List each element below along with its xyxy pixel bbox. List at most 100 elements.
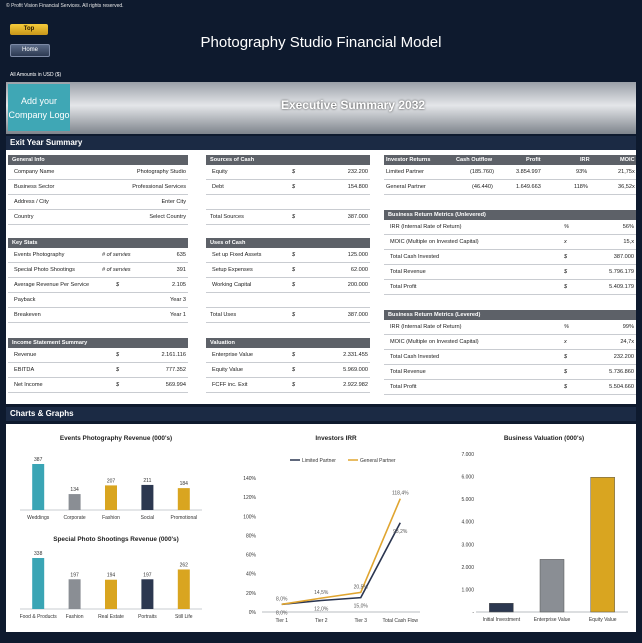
row-unit: $ (292, 252, 296, 258)
row-value: 5.736.860 (609, 369, 634, 375)
events-revenue-chart-title: Events Photography Revenue (000's) (59, 435, 173, 442)
general-info-title: General Info (8, 155, 188, 165)
y-tick-label: 3.000 (461, 542, 474, 548)
row-unit: $ (564, 254, 568, 260)
table-row: FCFF inc. Exit $2.922.982 (206, 378, 370, 393)
category-label: Initial Investment (483, 617, 521, 623)
series-line (281, 498, 401, 606)
y-tick-label: 5.000 (461, 497, 474, 503)
table-total-row: Total Sources $387.000 (206, 209, 370, 225)
data-label: 8,0% (276, 596, 288, 602)
row-label: Company Name (14, 169, 55, 175)
copyright-text: © Profit Vision Financial Services. All … (6, 3, 124, 9)
cash-outflow: (185.760) (470, 169, 494, 175)
row-label: Total Revenue (390, 369, 426, 375)
row-label: FCFF inc. Exit (212, 382, 248, 388)
row-value: 777.352 (165, 367, 186, 373)
table-row: MOIC (Multiple on Invested Capital) x 15,x (384, 235, 636, 250)
data-label: 12,0% (314, 607, 329, 613)
row-value: Select Country (149, 214, 186, 220)
row-unit: $ (564, 369, 568, 375)
y-tick-label: 60% (246, 553, 257, 559)
col-header-cash-outflow: Cash Outflow (456, 157, 493, 163)
bar (141, 484, 154, 510)
category-label: Portraits (138, 614, 157, 620)
data-label: 387 (34, 457, 43, 463)
row-label: Total Cash Invested (390, 354, 440, 360)
category-label: Still Life (175, 614, 193, 620)
series-line (281, 522, 401, 606)
row-unit: % (564, 224, 569, 230)
row-value: 5.409.179 (609, 284, 634, 290)
category-label: Equity Value (589, 617, 617, 623)
data-label: 134 (70, 487, 79, 493)
row-label: MOIC (Multiple on Invested Capital) (390, 339, 479, 345)
logo-line-2: Company Logo (8, 109, 70, 120)
executive-summary-title: Executive Summary 2032 (280, 98, 426, 112)
row-label: Payback (14, 297, 36, 303)
uses-of-cash-title: Uses of Cash (206, 238, 370, 248)
row-unit: x (564, 339, 567, 345)
company-logo-placeholder[interactable]: Add your Company Logo (8, 84, 70, 131)
irr: 93% (576, 169, 588, 175)
data-label: 20,5% (354, 584, 369, 590)
row-label: Working Capital (212, 282, 252, 288)
data-label: 118,4% (392, 491, 409, 497)
data-label: 197 (70, 572, 79, 578)
row-unit: x (564, 239, 567, 245)
bar (177, 569, 190, 609)
y-tick-label: - (472, 610, 474, 616)
row-label: Total Profit (390, 384, 417, 390)
row-value: 154.800 (347, 184, 368, 190)
row-value: 387.000 (347, 312, 368, 318)
row-unit: % (564, 324, 569, 330)
sources-of-cash-title: Sources of Cash (206, 155, 370, 165)
row-value: 56% (622, 224, 634, 230)
top-button[interactable]: Top (10, 24, 48, 35)
logo-line-1: Add your (20, 95, 57, 106)
category-label: Real Estate (98, 614, 124, 620)
bar (105, 485, 117, 510)
shootings-revenue-chart: 338 Food & Products 197 Fashion 194 Real Esta… (20, 551, 202, 620)
income-statement-title: Income Statement Summary (8, 338, 188, 348)
table-row: EBITDA $777.352 (8, 363, 188, 378)
y-tick-label: 100% (243, 514, 256, 520)
home-button[interactable]: Home (10, 44, 50, 57)
table-row: Working Capital $200.000 (206, 278, 370, 293)
row-value: 232.200 (347, 169, 368, 175)
row-unit: $ (564, 354, 568, 360)
row-label: General Partner (386, 184, 426, 190)
data-label: 197 (143, 572, 152, 578)
row-label: Business Sector (14, 184, 55, 190)
exit-year-summary-header: Exit Year Summary (6, 136, 636, 150)
data-label: 184 (180, 481, 189, 487)
row-label: Setup Expenses (212, 267, 253, 273)
category-label: Fashion (102, 515, 120, 521)
row-label: Set up Fixed Assets (212, 252, 262, 258)
y-tick-label: 1.000 (461, 587, 474, 593)
row-value: 99% (622, 324, 634, 330)
unlevered-metrics-table: Business Return Metrics (Unlevered) IRR … (384, 210, 636, 295)
table-row: Total Profit $5.409.179 (384, 280, 636, 295)
investor-returns-table: Investor Returns Cash Outflow Profit IRR… (384, 155, 636, 195)
row-unit: $ (564, 384, 568, 390)
row-label: Address / City (14, 199, 49, 205)
table-row: Equity Value $5.969.000 (206, 363, 370, 378)
col-header-investor-returns: Investor Returns (386, 157, 431, 163)
category-label: Fashion (66, 614, 84, 620)
col-header-irr: IRR (580, 157, 590, 163)
row-value: 387.000 (347, 214, 368, 220)
levered-metrics-table: Business Return Metrics (Levered) IRR (I… (384, 310, 636, 395)
general-info-table: General Info Company Name Photography Stu… (8, 155, 188, 225)
row-unit: $ (292, 282, 296, 288)
row-value: 635 (176, 252, 186, 258)
table-row: MOIC (Multiple on Invested Capital) x 24,7… (384, 335, 636, 350)
row-label: Revenue (14, 352, 37, 358)
row-label: Total Cash Invested (390, 254, 440, 260)
y-tick-label: 0% (249, 610, 257, 616)
y-tick-label: 40% (246, 572, 257, 578)
table-row: Total Revenue $5.736.860 (384, 365, 636, 380)
data-label: 207 (107, 478, 116, 484)
row-value: 24,7x (620, 339, 634, 345)
cash-outflow: (46.440) (472, 184, 493, 190)
